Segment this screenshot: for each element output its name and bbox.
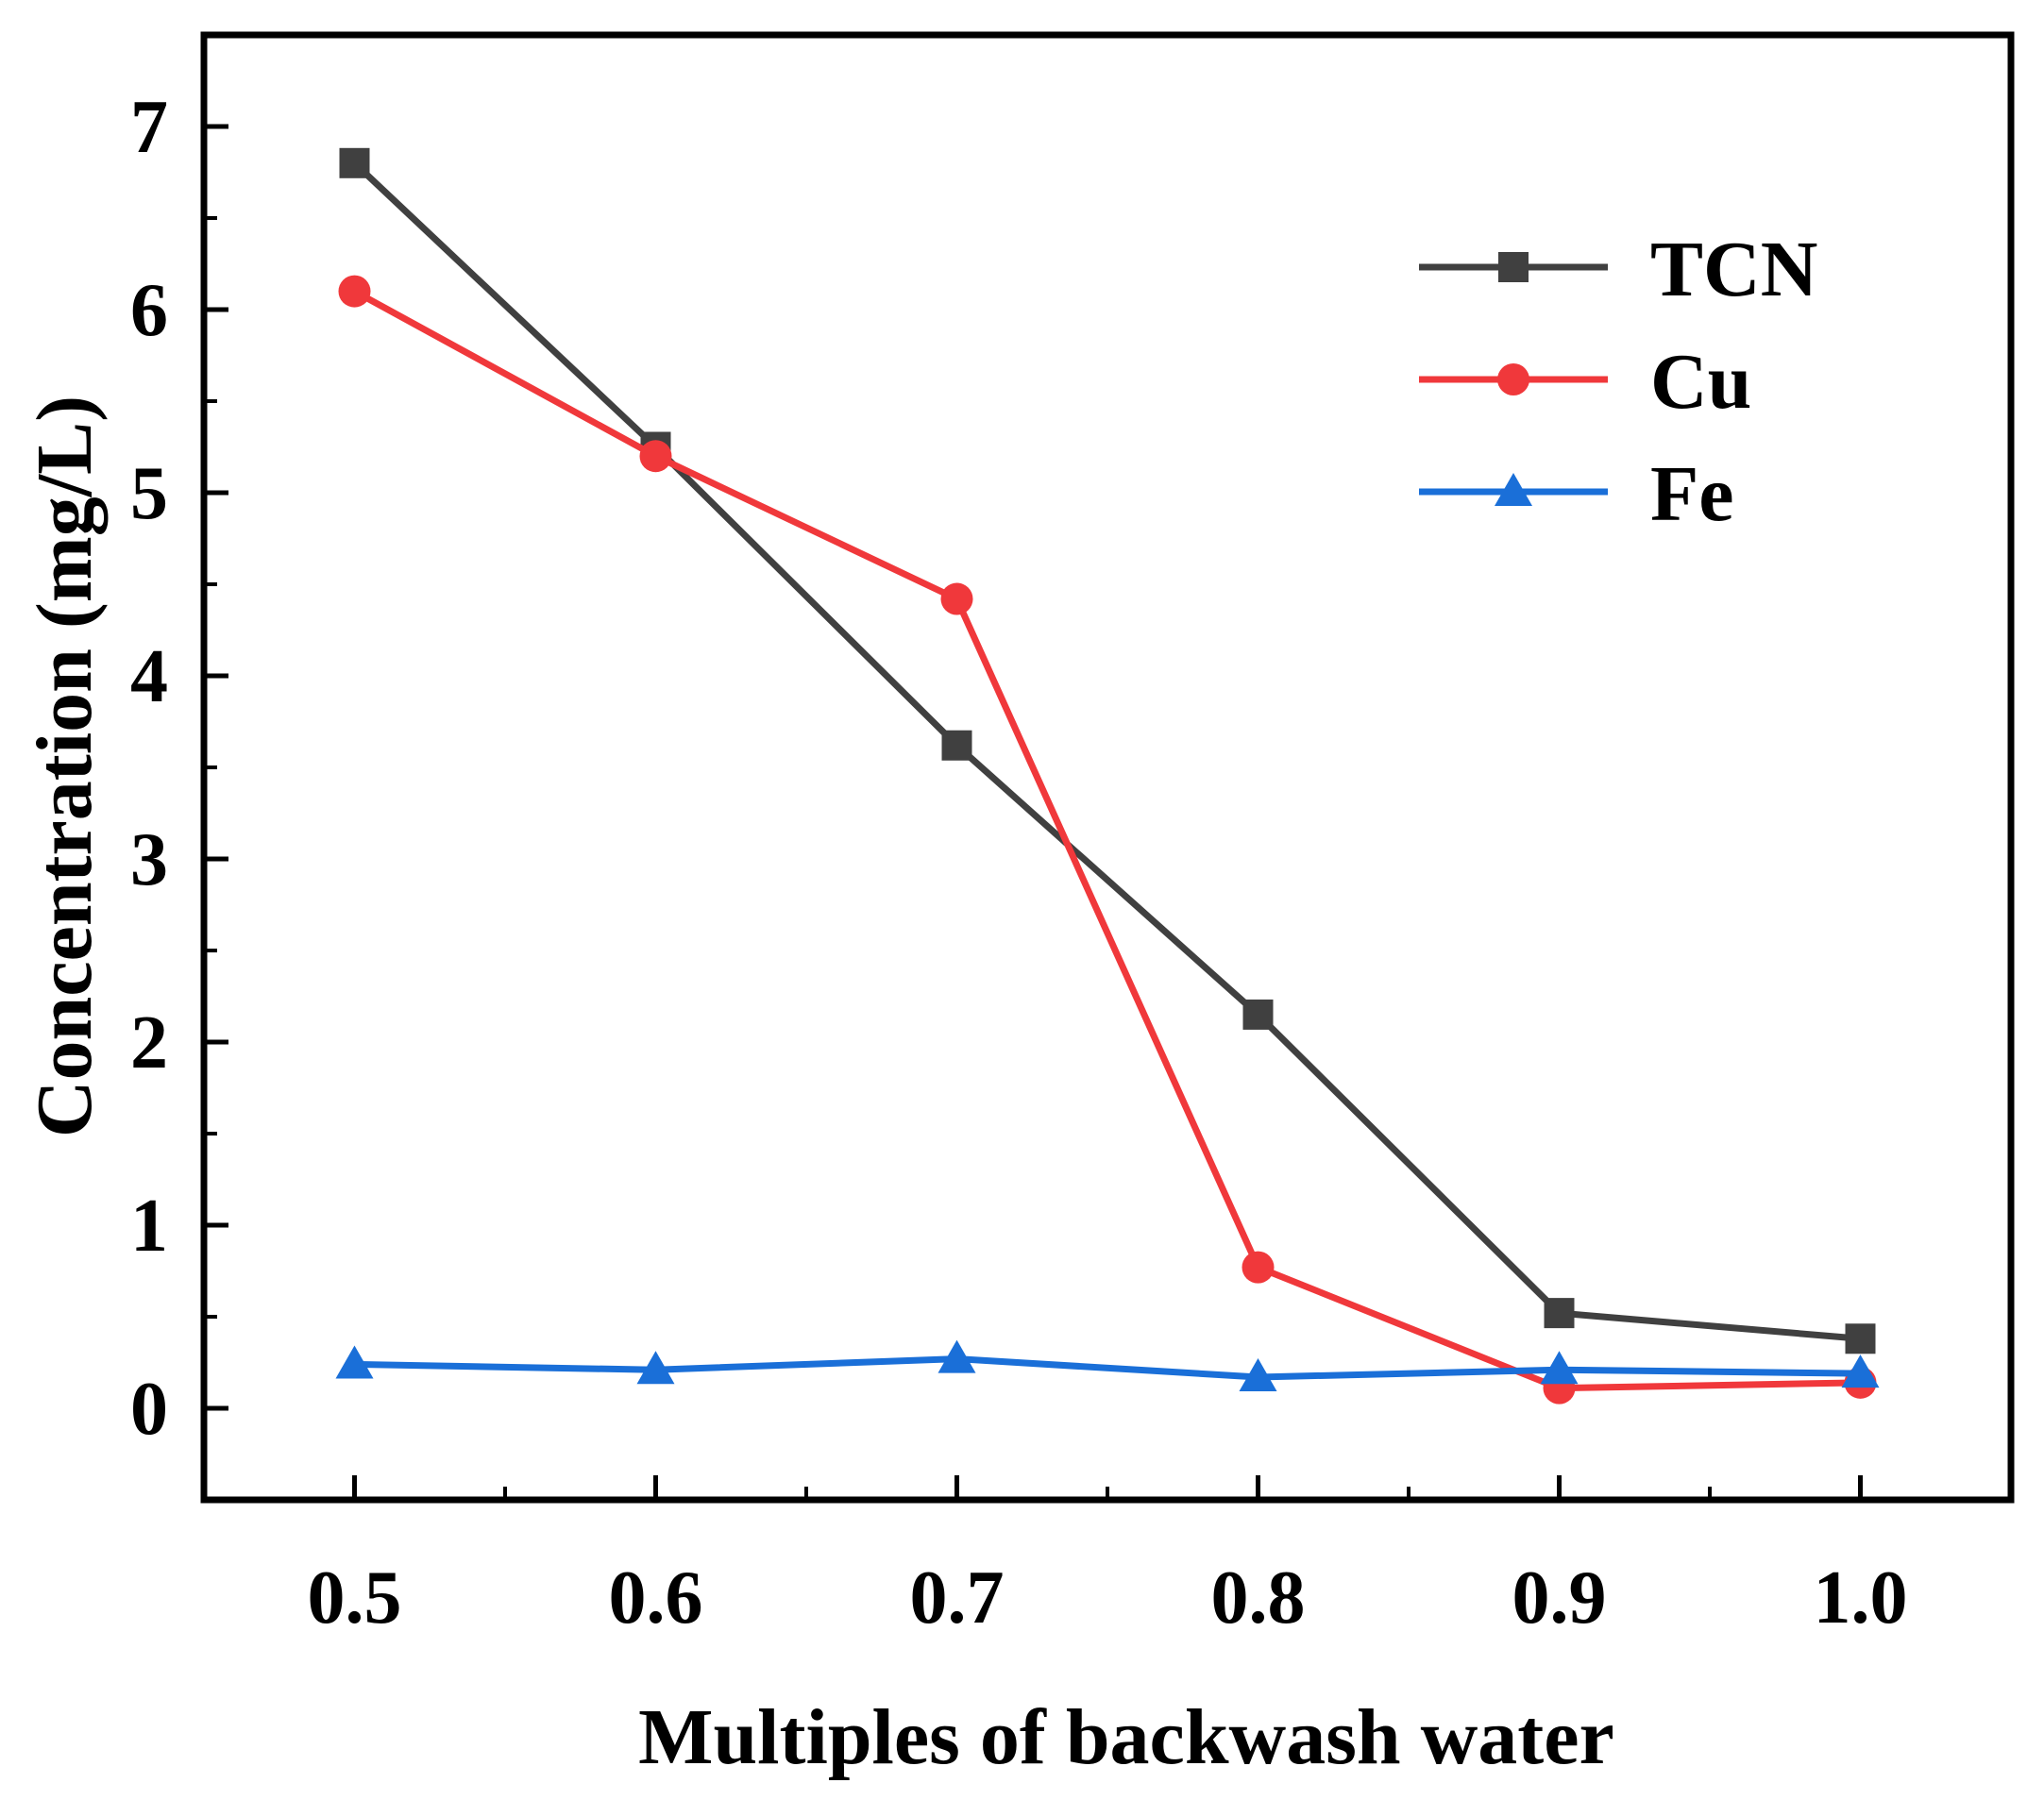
data-point-fe xyxy=(335,1345,374,1379)
y-tick-label: 1 xyxy=(130,1185,168,1268)
legend-label-fe: Fe xyxy=(1650,450,1734,538)
data-point-tcn xyxy=(1242,999,1274,1030)
series-layer xyxy=(335,147,1880,1405)
y-axis-label: Concentration (mg/L) xyxy=(21,395,109,1137)
data-point-cu xyxy=(1242,1251,1275,1284)
x-tick-label: 0.9 xyxy=(1512,1556,1607,1640)
data-point-cu xyxy=(639,440,672,473)
y-tick-label: 4 xyxy=(130,635,168,718)
data-point-tcn xyxy=(1544,1298,1575,1329)
data-point-cu xyxy=(338,275,371,308)
legend-label-tcn: TCN xyxy=(1650,226,1817,313)
x-tick-label: 1.0 xyxy=(1814,1556,1908,1640)
x-axis-ticks: 0.5 0.6 0.7 0.8 0.9 1.0 xyxy=(308,1475,1908,1640)
y-tick-label: 6 xyxy=(130,269,168,352)
y-axis-ticks: 0 1 2 3 4 5 6 7 xyxy=(130,33,228,1451)
y-tick-label: 5 xyxy=(130,452,168,535)
x-tick-label: 0.8 xyxy=(1211,1556,1306,1640)
data-point-fe xyxy=(636,1351,675,1385)
data-point-fe xyxy=(1239,1358,1277,1392)
data-point-tcn xyxy=(941,730,972,761)
legend-marker-tcn xyxy=(1498,252,1529,282)
series-line-fe xyxy=(354,1355,1861,1381)
x-tick-label: 0.5 xyxy=(308,1556,402,1640)
legend-marker-cu xyxy=(1497,363,1529,395)
x-tick-label: 0.7 xyxy=(910,1556,1005,1640)
legend-label-cu: Cu xyxy=(1650,338,1751,426)
legend-marker-fe xyxy=(1495,473,1532,506)
x-tick-label: 0.6 xyxy=(609,1556,703,1640)
data-point-cu xyxy=(940,582,973,615)
data-point-fe xyxy=(1841,1354,1880,1388)
y-tick-label: 2 xyxy=(130,1001,168,1085)
data-point-fe xyxy=(1540,1351,1579,1385)
y-tick-label: 3 xyxy=(130,818,168,901)
y-tick-label: 0 xyxy=(130,1368,168,1451)
x-axis-label: Multiples of backwash water xyxy=(638,1693,1614,1781)
series-line-cu xyxy=(352,288,1861,1392)
data-point-tcn xyxy=(339,147,370,178)
data-point-tcn xyxy=(1845,1323,1876,1354)
data-point-fe xyxy=(938,1339,976,1373)
legend: TCN Cu Fe xyxy=(1419,226,1817,538)
series-line-tcn xyxy=(352,160,1861,1342)
y-tick-label: 7 xyxy=(130,86,168,169)
